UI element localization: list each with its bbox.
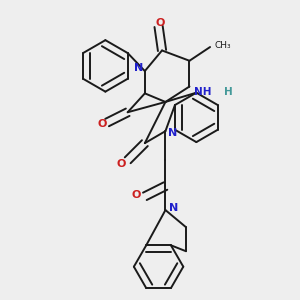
Text: N: N [169, 203, 179, 213]
Text: N: N [168, 128, 178, 138]
Text: N: N [134, 63, 143, 73]
Text: O: O [116, 159, 125, 169]
Text: CH₃: CH₃ [215, 41, 231, 50]
Text: NH: NH [194, 87, 212, 97]
Text: H: H [224, 87, 232, 97]
Text: O: O [97, 119, 106, 129]
Text: O: O [156, 18, 165, 28]
Text: O: O [132, 190, 141, 200]
